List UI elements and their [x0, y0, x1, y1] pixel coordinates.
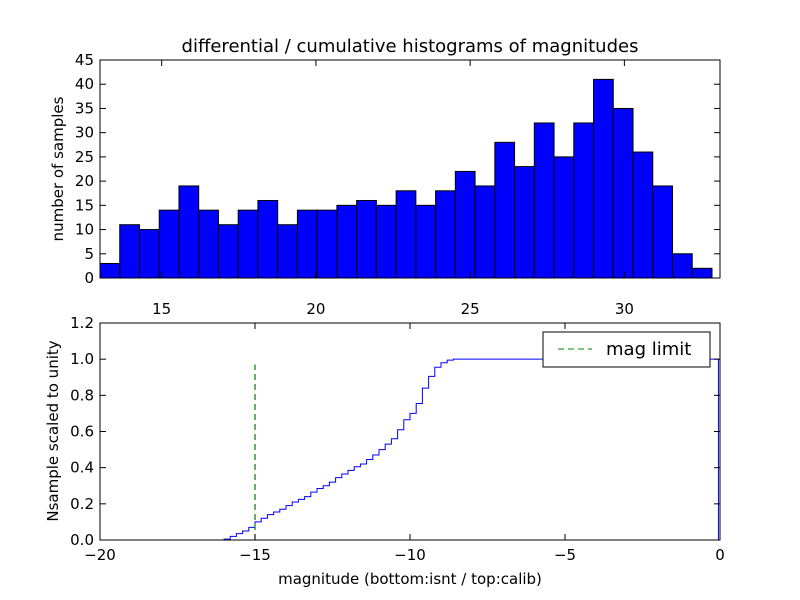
histogram-bar	[119, 224, 140, 279]
histogram-bar	[514, 166, 535, 279]
bottom-axes: 0.0 0.2 0.4 0.6 0.8 1.0 1.2 −20 −15 −10 −5 0	[70, 314, 725, 564]
histogram-bar	[435, 190, 456, 279]
top-y-tick-label: 45	[75, 51, 94, 69]
histogram-bar	[257, 199, 279, 279]
histogram-bar	[671, 253, 693, 279]
bottom-y-axis-label: Nsample scaled to unity	[44, 340, 62, 521]
top-x-tick-label: 25	[461, 300, 480, 318]
bottom-y-tick-label: 1.0	[70, 350, 94, 368]
top-y-tick-label: 10	[75, 221, 94, 239]
top-y-tick-label: 25	[75, 148, 94, 166]
top-histogram-bars	[99, 78, 713, 279]
histogram-bar	[316, 209, 338, 279]
legend: mag limit	[542, 331, 711, 368]
histogram-bar	[494, 141, 516, 279]
bottom-y-tick-label: 1.2	[70, 314, 94, 332]
bottom-x-tick-label: −5	[554, 546, 576, 564]
histogram-bar	[395, 190, 417, 279]
histogram-bar	[237, 209, 259, 279]
top-x-tick-label: 20	[306, 300, 325, 318]
bottom-y-tick-label: 0.4	[70, 459, 94, 477]
bottom-y-tick-label: 0.0	[70, 531, 94, 549]
histogram-bar	[296, 209, 318, 279]
histogram-bar	[612, 107, 634, 279]
histogram-bar	[632, 151, 654, 279]
histogram-bar	[652, 185, 673, 279]
top-y-tick-label: 15	[75, 196, 94, 214]
top-x-tick-label: 15	[152, 300, 171, 318]
histogram-bar	[356, 199, 377, 279]
histogram-bar	[138, 229, 160, 279]
cumulative-step-line	[100, 358, 719, 541]
top-y-tick-label: 30	[75, 124, 94, 142]
bottom-x-tick-label: −10	[394, 546, 426, 564]
histogram-bar	[198, 209, 219, 279]
top-plot-frame	[99, 59, 721, 279]
histogram-bar	[691, 267, 713, 279]
bottom-x-tick-label: −20	[84, 546, 116, 564]
histogram-bar	[415, 204, 437, 279]
histogram-bar	[217, 224, 239, 279]
bottom-y-tick-label: 0.6	[70, 423, 94, 441]
top-y-tick-label: 40	[75, 75, 94, 93]
bottom-y-tick-label: 0.2	[70, 495, 94, 513]
top-y-axis-label: number of samples	[49, 96, 67, 241]
histogram-bar	[336, 204, 358, 279]
bottom-x-tick-label: −15	[239, 546, 271, 564]
top-x-tick-label: 30	[615, 300, 634, 318]
histogram-bar	[593, 78, 614, 279]
legend-box	[542, 331, 711, 368]
histogram-bar	[474, 185, 496, 279]
top-chart-title: differential / cumulative histograms of …	[182, 36, 639, 57]
histogram-bar	[533, 122, 555, 279]
bottom-plot-frame	[99, 322, 721, 541]
histogram-bar	[375, 204, 397, 279]
bottom-x-tick-label: 0	[715, 546, 725, 564]
histogram-bar	[99, 262, 121, 279]
top-y-tick-label: 0	[84, 269, 94, 287]
histogram-bar	[277, 224, 298, 279]
histogram-bar	[158, 209, 180, 279]
top-y-tick-label: 35	[75, 99, 94, 117]
histogram-bar	[454, 170, 476, 279]
bottom-plot-lines	[100, 358, 719, 541]
histogram-bar	[553, 156, 575, 279]
legend-mag-limit-label: mag limit	[606, 339, 691, 360]
bottom-y-tick-label: 0.8	[70, 386, 94, 404]
bottom-x-axis-label: magnitude (bottom:isnt / top:calib)	[278, 570, 542, 588]
top-y-tick-label: 20	[75, 172, 94, 190]
histogram-bar	[573, 122, 595, 279]
top-y-tick-label: 5	[84, 245, 94, 263]
histogram-bar	[178, 185, 200, 279]
